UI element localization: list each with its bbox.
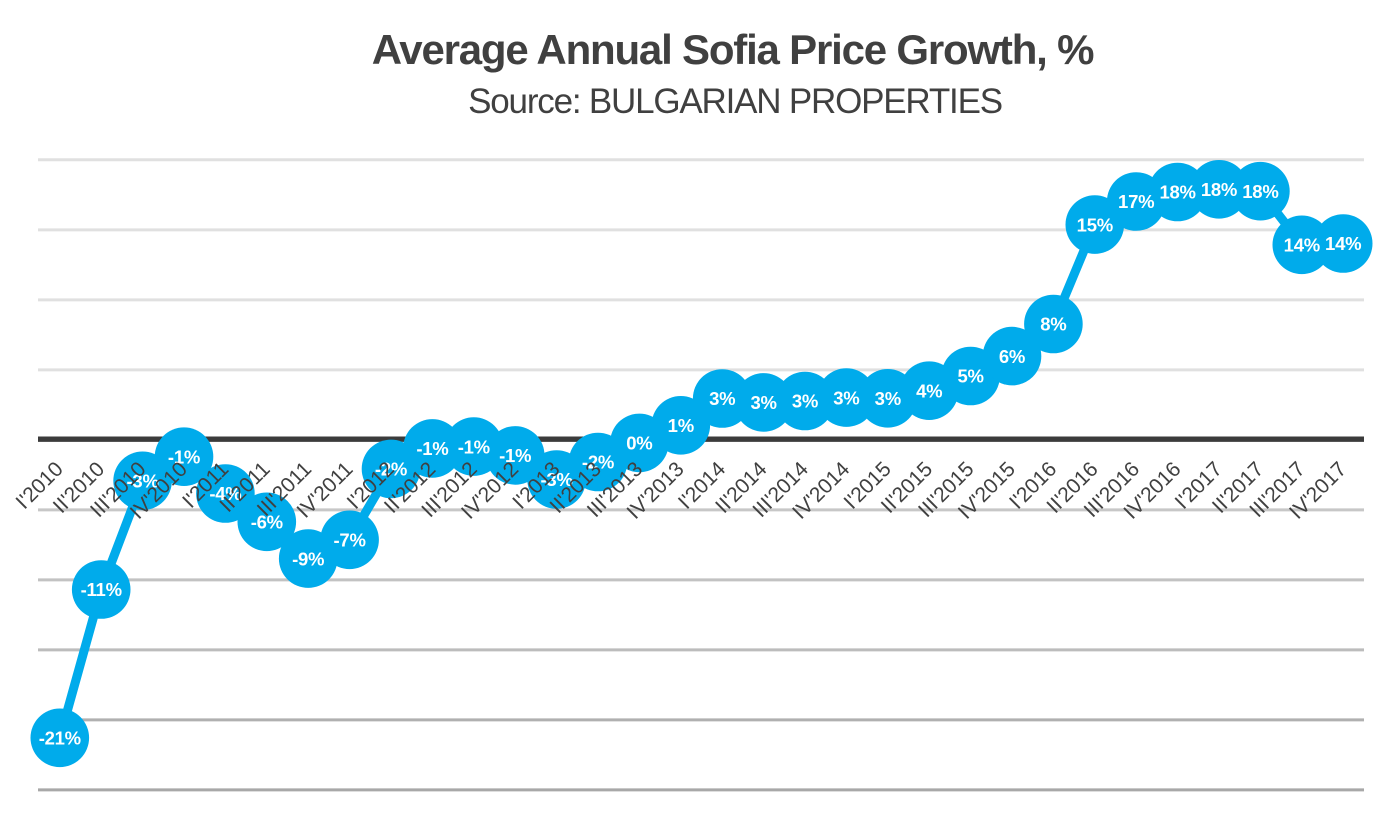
svg-text:-2%: -2% [375,459,407,480]
svg-text:17%: 17% [1118,191,1154,212]
svg-text:18%: 18% [1201,179,1237,200]
svg-text:-2%: -2% [582,452,614,473]
svg-text:-1%: -1% [168,446,200,467]
svg-text:-9%: -9% [292,548,324,569]
svg-text:14%: 14% [1325,233,1361,254]
svg-text:8%: 8% [1040,314,1066,335]
svg-text:14%: 14% [1284,235,1320,256]
svg-text:-21%: -21% [39,728,81,749]
svg-text:-4%: -4% [209,483,241,504]
svg-text:-7%: -7% [334,530,366,551]
svg-text:3%: 3% [750,392,776,413]
svg-text:-3%: -3% [541,469,573,490]
svg-text:-1%: -1% [458,436,490,457]
svg-text:5%: 5% [957,366,983,387]
svg-text:-1%: -1% [499,445,531,466]
svg-text:-1%: -1% [416,438,448,459]
svg-text:18%: 18% [1242,181,1278,202]
svg-text:15%: 15% [1077,214,1113,235]
svg-text:3%: 3% [709,388,735,409]
svg-text:4%: 4% [916,380,942,401]
svg-text:1%: 1% [668,415,694,436]
svg-text:3%: 3% [833,387,859,408]
svg-text:3%: 3% [875,388,901,409]
svg-text:-11%: -11% [81,579,122,600]
svg-text:0%: 0% [626,433,652,454]
svg-text:-3%: -3% [127,471,159,492]
svg-text:18%: 18% [1159,182,1195,203]
svg-text:3%: 3% [792,391,818,412]
svg-text:-6%: -6% [251,512,283,533]
svg-text:6%: 6% [999,346,1025,367]
